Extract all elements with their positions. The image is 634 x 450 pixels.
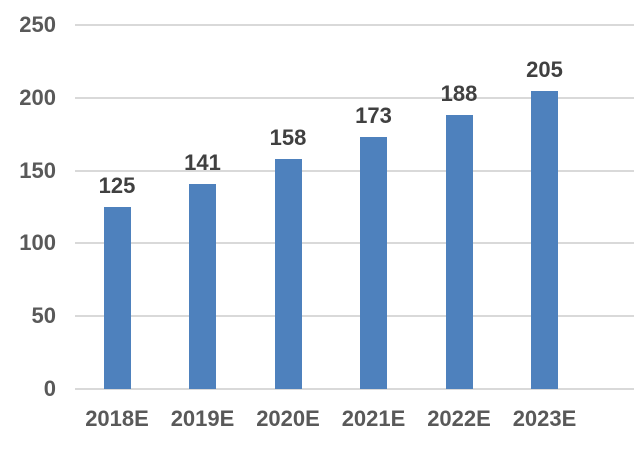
y-axis-tick-label: 100 (19, 230, 56, 256)
x-axis-category-label: 2019E (170, 406, 235, 431)
x-axis-category-label: 2022E (427, 406, 491, 431)
y-axis-tick-label: 200 (19, 84, 56, 110)
gridline (75, 242, 634, 245)
bar-value-label: 141 (184, 149, 221, 175)
y-axis-tick-label: 250 (19, 12, 56, 37)
bar-2019E (189, 183, 216, 389)
bar-value-label: 188 (440, 81, 478, 107)
bar-value-label: 158 (269, 124, 307, 150)
gridline (75, 169, 634, 172)
bar-2022E (445, 115, 473, 389)
bar-value-label: 173 (355, 103, 392, 129)
gridline (75, 24, 634, 26)
bar-value-label: 205 (526, 56, 563, 82)
y-axis-tick-label: 0 (43, 376, 56, 401)
y-axis-tick-label: 50 (31, 303, 56, 329)
x-axis-category-label: 2020E (256, 406, 320, 431)
y-axis-tick-label: 150 (19, 157, 56, 183)
bar-2020E (274, 158, 302, 389)
x-axis-category-label: 2018E (85, 406, 149, 431)
bar-2018E (103, 207, 131, 389)
x-axis-category-label: 2023E (512, 406, 577, 431)
gridline (75, 315, 634, 318)
gridline (75, 96, 634, 99)
bar-2021E (360, 137, 387, 389)
x-axis-line (75, 388, 634, 390)
x-axis-category-label: 2021E (341, 406, 406, 431)
bar-value-label: 125 (98, 173, 136, 198)
bar-2023E (531, 90, 558, 389)
